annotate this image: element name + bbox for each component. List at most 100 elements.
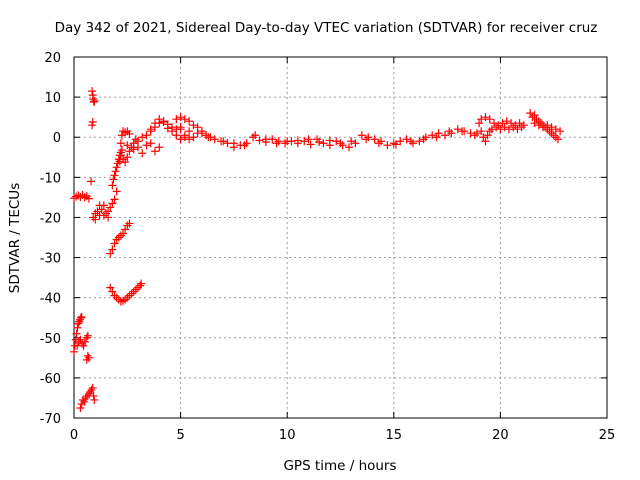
data-point bbox=[104, 213, 113, 222]
data-point bbox=[74, 319, 83, 328]
data-point bbox=[485, 127, 494, 136]
data-point bbox=[315, 138, 324, 147]
data-point bbox=[116, 297, 125, 306]
data-point bbox=[142, 131, 151, 140]
y-tick-label: -10 bbox=[40, 171, 61, 186]
plot-frame bbox=[73, 56, 608, 419]
data-point bbox=[76, 403, 85, 412]
data-point bbox=[447, 129, 456, 138]
data-point bbox=[251, 131, 260, 140]
data-point bbox=[453, 125, 462, 134]
data-point bbox=[131, 285, 140, 294]
data-point bbox=[306, 140, 315, 149]
data-point bbox=[112, 163, 121, 172]
data-point bbox=[146, 139, 155, 148]
data-point bbox=[543, 121, 552, 130]
data-point bbox=[168, 127, 177, 136]
data-point bbox=[549, 131, 558, 140]
data-point bbox=[81, 393, 90, 402]
data-point bbox=[434, 129, 443, 138]
data-point bbox=[108, 181, 117, 190]
data-point bbox=[511, 121, 520, 130]
data-point bbox=[336, 139, 345, 148]
data-point bbox=[109, 175, 118, 184]
data-point bbox=[219, 137, 228, 146]
data-point bbox=[172, 131, 181, 140]
data-point bbox=[91, 215, 100, 224]
data-point bbox=[479, 133, 488, 142]
data-point bbox=[151, 147, 160, 156]
data-point bbox=[532, 115, 541, 124]
data-point bbox=[88, 117, 97, 126]
grid-lines bbox=[74, 57, 607, 418]
data-point bbox=[117, 146, 126, 155]
data-point bbox=[108, 245, 117, 254]
data-point bbox=[530, 111, 539, 120]
data-point bbox=[364, 133, 373, 142]
data-point bbox=[142, 141, 151, 150]
data-point bbox=[99, 211, 108, 220]
data-point bbox=[90, 395, 99, 404]
data-point bbox=[89, 213, 98, 222]
data-point bbox=[347, 137, 356, 146]
data-point bbox=[133, 137, 142, 146]
data-point bbox=[383, 141, 392, 150]
x-tick-label: 20 bbox=[492, 428, 509, 443]
data-point bbox=[138, 149, 147, 158]
data-point bbox=[125, 130, 134, 139]
data-point bbox=[357, 131, 366, 140]
data-point bbox=[125, 147, 134, 156]
data-point bbox=[519, 121, 528, 130]
y-tick-label: -30 bbox=[40, 252, 61, 267]
data-point bbox=[110, 171, 119, 180]
data-point bbox=[151, 119, 160, 128]
data-point bbox=[515, 119, 524, 128]
x-tick-label: 15 bbox=[386, 428, 403, 443]
data-point bbox=[121, 158, 130, 167]
data-point bbox=[95, 201, 104, 210]
data-point bbox=[475, 119, 484, 128]
data-point bbox=[185, 135, 194, 144]
data-point bbox=[176, 135, 185, 144]
y-tick-label: -70 bbox=[40, 412, 61, 427]
data-point bbox=[116, 139, 125, 148]
data-point bbox=[332, 137, 341, 146]
data-point bbox=[481, 137, 490, 146]
data-point bbox=[500, 123, 509, 132]
data-point bbox=[159, 117, 168, 126]
y-axis-title: SDTVAR / TECUs bbox=[7, 183, 23, 293]
y-tick-label: 0 bbox=[53, 131, 61, 146]
x-tick-label: 5 bbox=[176, 428, 184, 443]
data-point bbox=[112, 187, 121, 196]
data-point bbox=[528, 113, 537, 122]
data-point bbox=[293, 136, 302, 145]
y-tick-label: -20 bbox=[40, 211, 61, 226]
data-point bbox=[83, 351, 92, 360]
data-point bbox=[125, 219, 134, 228]
data-point bbox=[274, 137, 283, 146]
data-point bbox=[116, 151, 125, 160]
data-point bbox=[319, 139, 328, 148]
data-point bbox=[79, 341, 88, 350]
data-point bbox=[513, 125, 522, 134]
data-point bbox=[408, 139, 417, 148]
data-point bbox=[76, 313, 85, 322]
data-point bbox=[176, 113, 185, 122]
data-point bbox=[87, 177, 96, 186]
data-point bbox=[87, 385, 96, 394]
y-tick-label: -50 bbox=[40, 332, 61, 347]
data-point bbox=[123, 141, 132, 150]
data-point bbox=[77, 312, 86, 321]
data-point bbox=[106, 249, 115, 258]
data-point bbox=[84, 389, 93, 398]
data-point bbox=[272, 139, 281, 148]
data-point bbox=[83, 331, 92, 340]
data-point bbox=[545, 127, 554, 136]
data-point bbox=[84, 194, 93, 203]
data-point bbox=[391, 140, 400, 149]
data-point bbox=[490, 119, 499, 128]
data-point bbox=[362, 135, 371, 144]
data-point bbox=[106, 283, 115, 292]
data-point bbox=[496, 125, 505, 134]
data-point bbox=[517, 123, 526, 132]
